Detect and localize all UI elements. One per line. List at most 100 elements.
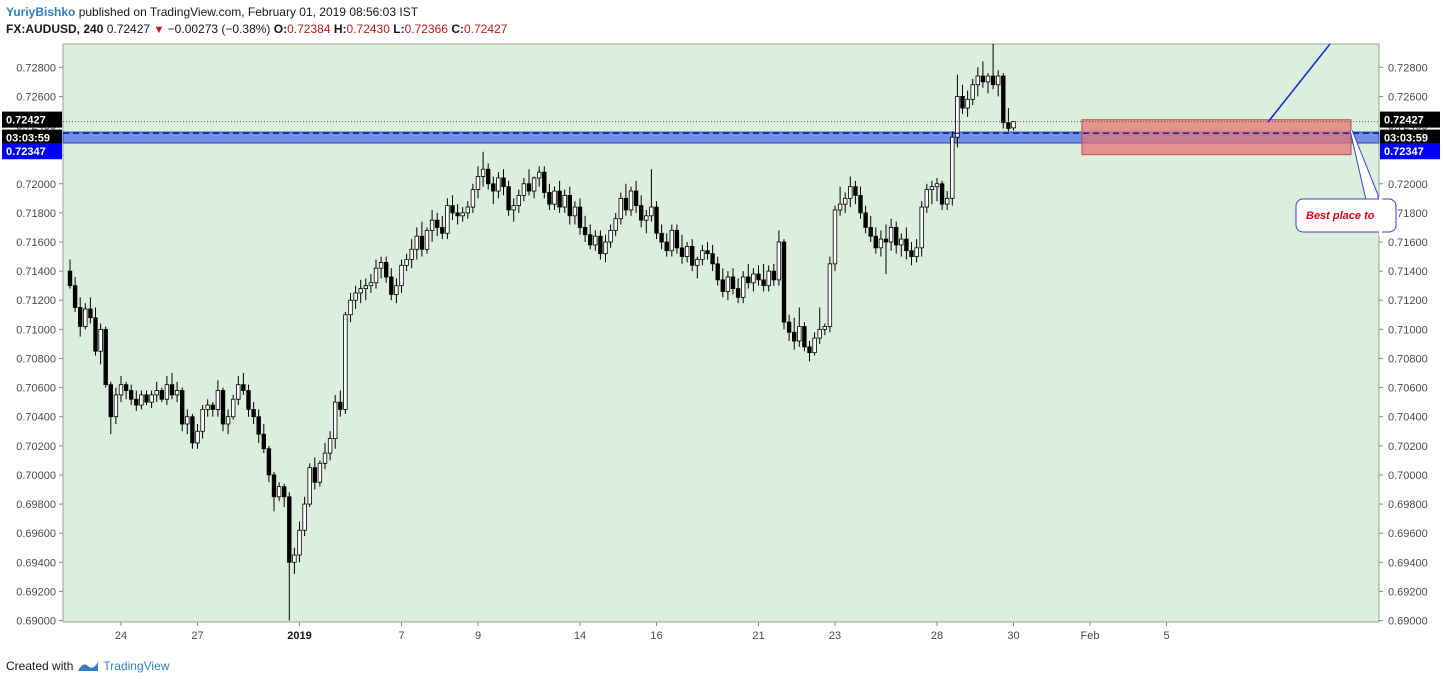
candle[interactable] (690, 239, 695, 272)
x-axis[interactable]: 24 27 2019 7 9 14 16 21 23 28 30 Feb 5 (115, 622, 1170, 642)
candle[interactable] (1001, 73, 1006, 129)
candle[interactable] (526, 169, 532, 196)
candle[interactable] (317, 460, 323, 487)
candle[interactable] (827, 256, 833, 333)
candle[interactable] (812, 332, 817, 356)
candle[interactable] (103, 326, 108, 388)
candle[interactable] (633, 180, 639, 213)
candle[interactable] (756, 265, 761, 286)
candle[interactable] (792, 317, 797, 350)
candle[interactable] (261, 423, 266, 454)
candle[interactable] (434, 212, 440, 237)
candle[interactable] (730, 268, 736, 295)
candle[interactable] (909, 242, 914, 266)
candle[interactable] (465, 201, 470, 219)
candle[interactable] (878, 230, 884, 257)
candle[interactable] (429, 209, 435, 243)
candle[interactable] (409, 239, 414, 269)
candle[interactable] (98, 323, 103, 365)
candle[interactable] (725, 271, 731, 301)
candle[interactable] (292, 547, 297, 574)
candle[interactable] (383, 256, 389, 283)
candle[interactable] (215, 380, 221, 417)
candle[interactable] (1006, 108, 1011, 132)
candle[interactable] (934, 177, 940, 202)
candle[interactable] (256, 409, 261, 443)
candle[interactable] (715, 256, 720, 286)
candle[interactable] (807, 341, 812, 362)
candle[interactable] (593, 230, 598, 251)
candle[interactable] (797, 307, 802, 347)
candle[interactable] (945, 191, 950, 210)
candle[interactable] (460, 207, 465, 222)
candle[interactable] (848, 176, 853, 208)
candle[interactable] (990, 44, 996, 90)
candle[interactable] (506, 180, 511, 216)
candle[interactable] (873, 227, 878, 254)
candle[interactable] (93, 307, 98, 356)
candle[interactable] (144, 390, 149, 406)
candle[interactable] (746, 263, 751, 289)
candle[interactable] (118, 375, 124, 403)
target-zone[interactable] (1081, 119, 1352, 156)
candle[interactable] (679, 234, 685, 264)
candle[interactable] (761, 263, 766, 292)
candle[interactable] (659, 224, 664, 250)
candle[interactable] (822, 323, 827, 336)
candle[interactable] (618, 192, 623, 225)
candle[interactable] (684, 242, 690, 263)
trend-line[interactable] (1267, 43, 1331, 123)
candle[interactable] (190, 413, 195, 449)
candle[interactable] (996, 70, 1001, 97)
candle[interactable] (389, 268, 394, 301)
candle[interactable] (669, 224, 674, 257)
candle[interactable] (327, 431, 333, 461)
candle[interactable] (537, 166, 542, 187)
candle[interactable] (837, 186, 843, 216)
candle[interactable] (965, 90, 970, 117)
candle[interactable] (552, 186, 557, 210)
candle[interactable] (322, 442, 328, 470)
candle[interactable] (491, 176, 496, 205)
support-zone[interactable] (62, 131, 1380, 144)
candle[interactable] (394, 278, 399, 304)
tradingview-brand[interactable]: TradingView (103, 659, 170, 673)
candle[interactable] (863, 205, 868, 234)
candle[interactable] (1011, 121, 1016, 131)
candle[interactable] (608, 224, 613, 248)
candle[interactable] (924, 183, 929, 213)
candle[interactable] (639, 195, 644, 228)
candle[interactable] (205, 399, 210, 417)
candle[interactable] (378, 256, 384, 279)
candle[interactable] (485, 163, 491, 190)
candle[interactable] (868, 215, 873, 243)
candle[interactable] (470, 183, 476, 213)
candle[interactable] (113, 387, 119, 424)
candle[interactable] (674, 224, 680, 254)
candle[interactable] (358, 279, 363, 304)
candle[interactable] (567, 186, 572, 225)
candle[interactable] (480, 151, 486, 187)
candle[interactable] (343, 311, 348, 414)
candle[interactable] (419, 221, 425, 257)
candle[interactable] (720, 268, 725, 298)
candle[interactable] (623, 183, 629, 216)
candle[interactable] (266, 445, 272, 483)
candle[interactable] (230, 394, 236, 420)
candle[interactable] (338, 390, 343, 417)
candle[interactable] (195, 423, 200, 449)
candle[interactable] (588, 224, 593, 250)
candle[interactable] (241, 373, 246, 395)
candle[interactable] (741, 271, 746, 304)
candle[interactable] (251, 402, 256, 424)
candle[interactable] (108, 381, 113, 435)
candle[interactable] (603, 234, 608, 263)
candle[interactable] (695, 256, 700, 279)
candle[interactable] (83, 303, 88, 330)
candle[interactable] (710, 244, 715, 272)
candle[interactable] (149, 390, 154, 408)
author-name[interactable]: YuriyBishko (6, 5, 76, 19)
candle[interactable] (445, 198, 450, 240)
candle[interactable] (159, 387, 164, 403)
candle[interactable] (572, 201, 578, 225)
